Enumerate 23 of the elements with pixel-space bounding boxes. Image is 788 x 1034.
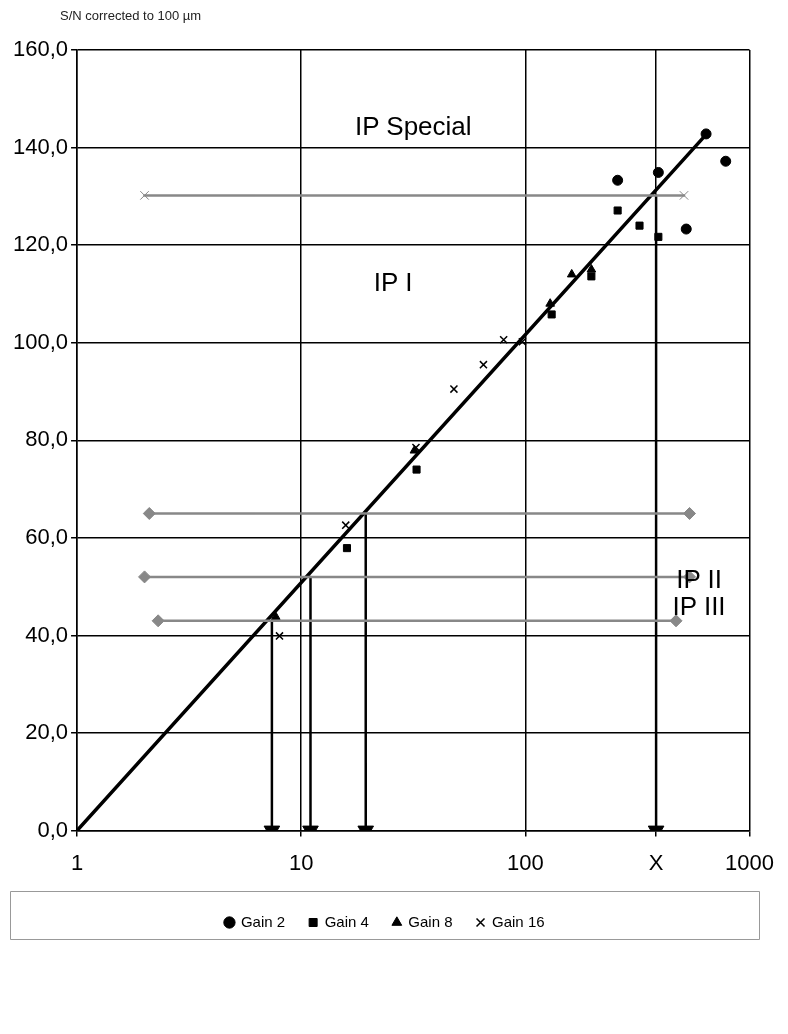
annotation: IP II <box>676 563 722 594</box>
y-tick-label: 40,0 <box>25 621 69 647</box>
annotation: IP I <box>373 267 413 298</box>
y-tick-label: 80,0 <box>25 426 69 452</box>
legend-label: Gain 8 <box>408 912 453 930</box>
x-tick-label: 1 <box>70 849 84 875</box>
y-tick-label: 60,0 <box>25 523 69 549</box>
annotation: IP III <box>672 591 726 622</box>
x-tick-label: 10 <box>288 849 314 875</box>
y-tick-label: 100,0 <box>12 328 69 354</box>
x-tick-label: 1000 <box>725 849 775 875</box>
legend-label: Gain 2 <box>240 912 286 930</box>
annotation: IP Special <box>354 111 472 142</box>
y-axis-title: S/N corrected to 100 µm <box>60 8 202 23</box>
y-tick-label: 160,0 <box>12 36 69 62</box>
y-tick-label: 140,0 <box>12 133 69 159</box>
y-tick-label: 20,0 <box>25 719 69 745</box>
x-tick-label: X <box>648 849 664 875</box>
legend-label: Gain 16 <box>492 912 545 930</box>
y-tick-label: 0,0 <box>37 816 69 842</box>
x-tick-label: 100 <box>507 849 544 875</box>
y-tick-label: 120,0 <box>12 231 69 257</box>
legend-label: Gain 4 <box>324 912 369 930</box>
